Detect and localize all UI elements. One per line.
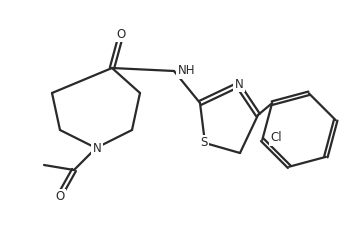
Text: Cl: Cl — [270, 131, 282, 144]
Text: NH: NH — [178, 65, 195, 77]
Text: N: N — [93, 142, 101, 155]
Text: O: O — [116, 27, 126, 40]
Text: S: S — [200, 137, 208, 149]
Text: N: N — [235, 77, 243, 90]
Text: O: O — [55, 191, 65, 203]
